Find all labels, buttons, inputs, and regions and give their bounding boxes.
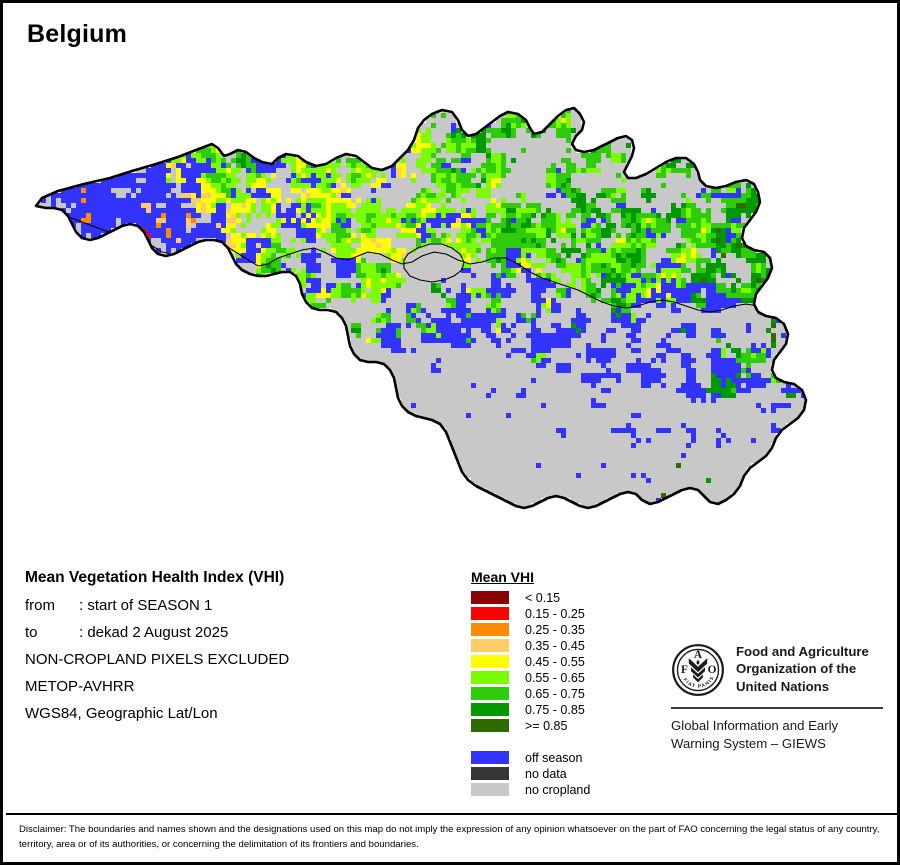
legend-title: Mean VHI [471, 569, 535, 585]
fao-organization-name: Food and Agriculture Organization of the… [736, 643, 869, 695]
legend-class-swatch [471, 623, 509, 636]
legend-class-swatch [471, 671, 509, 684]
legend-class-list: < 0.15 0.15 - 0.25 0.25 - 0.35 0.35 - 0.45 0… [471, 590, 671, 733]
legend-class-label: 0.45 - 0.55 [525, 654, 585, 669]
legend-spacer [471, 734, 671, 750]
legend-special-label: no data [525, 766, 567, 781]
disclaimer-divider [6, 813, 897, 815]
legend-class-row[interactable]: 0.35 - 0.45 [471, 638, 671, 653]
legend-special-swatch [471, 783, 509, 796]
legend-class-swatch [471, 719, 509, 732]
legend-class-label: < 0.15 [525, 590, 561, 605]
legend-class-swatch [471, 687, 509, 700]
svg-text:A: A [694, 649, 703, 661]
giews-line-1: Global Information and Early [671, 718, 839, 733]
disclaimer-text: Disclaimer: The boundaries and names sho… [19, 824, 880, 850]
vhi-raster-map[interactable] [6, 58, 897, 553]
metadata-from-value: : start of SEASON 1 [79, 597, 213, 614]
legend-class-label: >= 0.85 [525, 718, 568, 733]
legend-class-swatch [471, 591, 509, 604]
map-viewport[interactable] [6, 58, 897, 553]
legend-class-row[interactable]: 0.25 - 0.35 [471, 622, 671, 637]
legend-special-swatch [471, 751, 509, 764]
metadata-projection: WGS84, Geographic Lat/Lon [25, 705, 218, 722]
giews-line-2: Warning System – GIEWS [671, 735, 826, 751]
metadata-to-value: : dekad 2 August 2025 [79, 624, 229, 641]
fao-name-line-3: United Nations [736, 678, 830, 694]
legend-special-list: off season no data no cropland [471, 750, 671, 797]
metadata-to-row: to : dekad 2 August 2025 [25, 624, 445, 641]
legend-class-label: 0.55 - 0.65 [525, 670, 585, 685]
fao-header: F A O FIAT PANIS Food and Agriculture Or… [671, 643, 886, 697]
metadata-heading: Mean Vegetation Health Index (VHI) [25, 569, 285, 586]
metadata-from-label: from [25, 597, 55, 614]
legend-class-row[interactable]: 0.45 - 0.55 [471, 654, 671, 669]
map-metadata-block: Mean Vegetation Health Index (VHI) from:… [25, 569, 445, 732]
legend-class-row[interactable]: >= 0.85 [471, 718, 671, 733]
legend-class-swatch [471, 607, 509, 620]
legend-class-row[interactable]: 0.65 - 0.75 [471, 686, 671, 701]
giews-system-name: Global Information and Early Warning Sys… [671, 717, 886, 752]
metadata-from-row: from : start of SEASON 1 [25, 597, 445, 614]
legend-class-label: 0.65 - 0.75 [525, 686, 585, 701]
legend-class-row[interactable]: < 0.15 [471, 590, 671, 605]
legend-class-swatch [471, 639, 509, 652]
metadata-to-label: to [25, 624, 38, 641]
fao-branding-block: F A O FIAT PANIS Food and Agriculture Or… [671, 643, 886, 752]
svg-text:F: F [681, 664, 688, 676]
legend-class-label: 0.25 - 0.35 [525, 622, 585, 637]
legend-class-swatch [471, 703, 509, 716]
fao-logo-icon: F A O FIAT PANIS [671, 643, 725, 697]
fao-divider [671, 707, 883, 709]
legend-class-row[interactable]: 0.75 - 0.85 [471, 702, 671, 717]
map-legend: Mean VHI < 0.15 0.15 - 0.25 0.25 - 0.35 0.3… [471, 569, 671, 798]
legend-special-row[interactable]: no data [471, 766, 671, 781]
legend-special-row[interactable]: no cropland [471, 782, 671, 797]
fao-name-line-1: Food and Agriculture [736, 644, 869, 659]
legend-special-row[interactable]: off season [471, 750, 671, 765]
svg-text:O: O [708, 664, 717, 676]
legend-special-label: no cropland [525, 782, 591, 797]
metadata-cropland-note: NON-CROPLAND PIXELS EXCLUDED [25, 651, 290, 668]
legend-special-label: off season [525, 750, 583, 765]
legend-class-label: 0.75 - 0.85 [525, 702, 585, 717]
legend-class-swatch [471, 655, 509, 668]
legend-class-label: 0.15 - 0.25 [525, 606, 585, 621]
metadata-sensor: METOP-AVHRR [25, 678, 135, 695]
legend-class-label: 0.35 - 0.45 [525, 638, 585, 653]
legend-class-row[interactable]: 0.55 - 0.65 [471, 670, 671, 685]
page-title: Belgium [27, 20, 128, 48]
legend-special-swatch [471, 767, 509, 780]
legend-class-row[interactable]: 0.15 - 0.25 [471, 606, 671, 621]
fao-name-line-2: Organization of the [736, 661, 857, 677]
